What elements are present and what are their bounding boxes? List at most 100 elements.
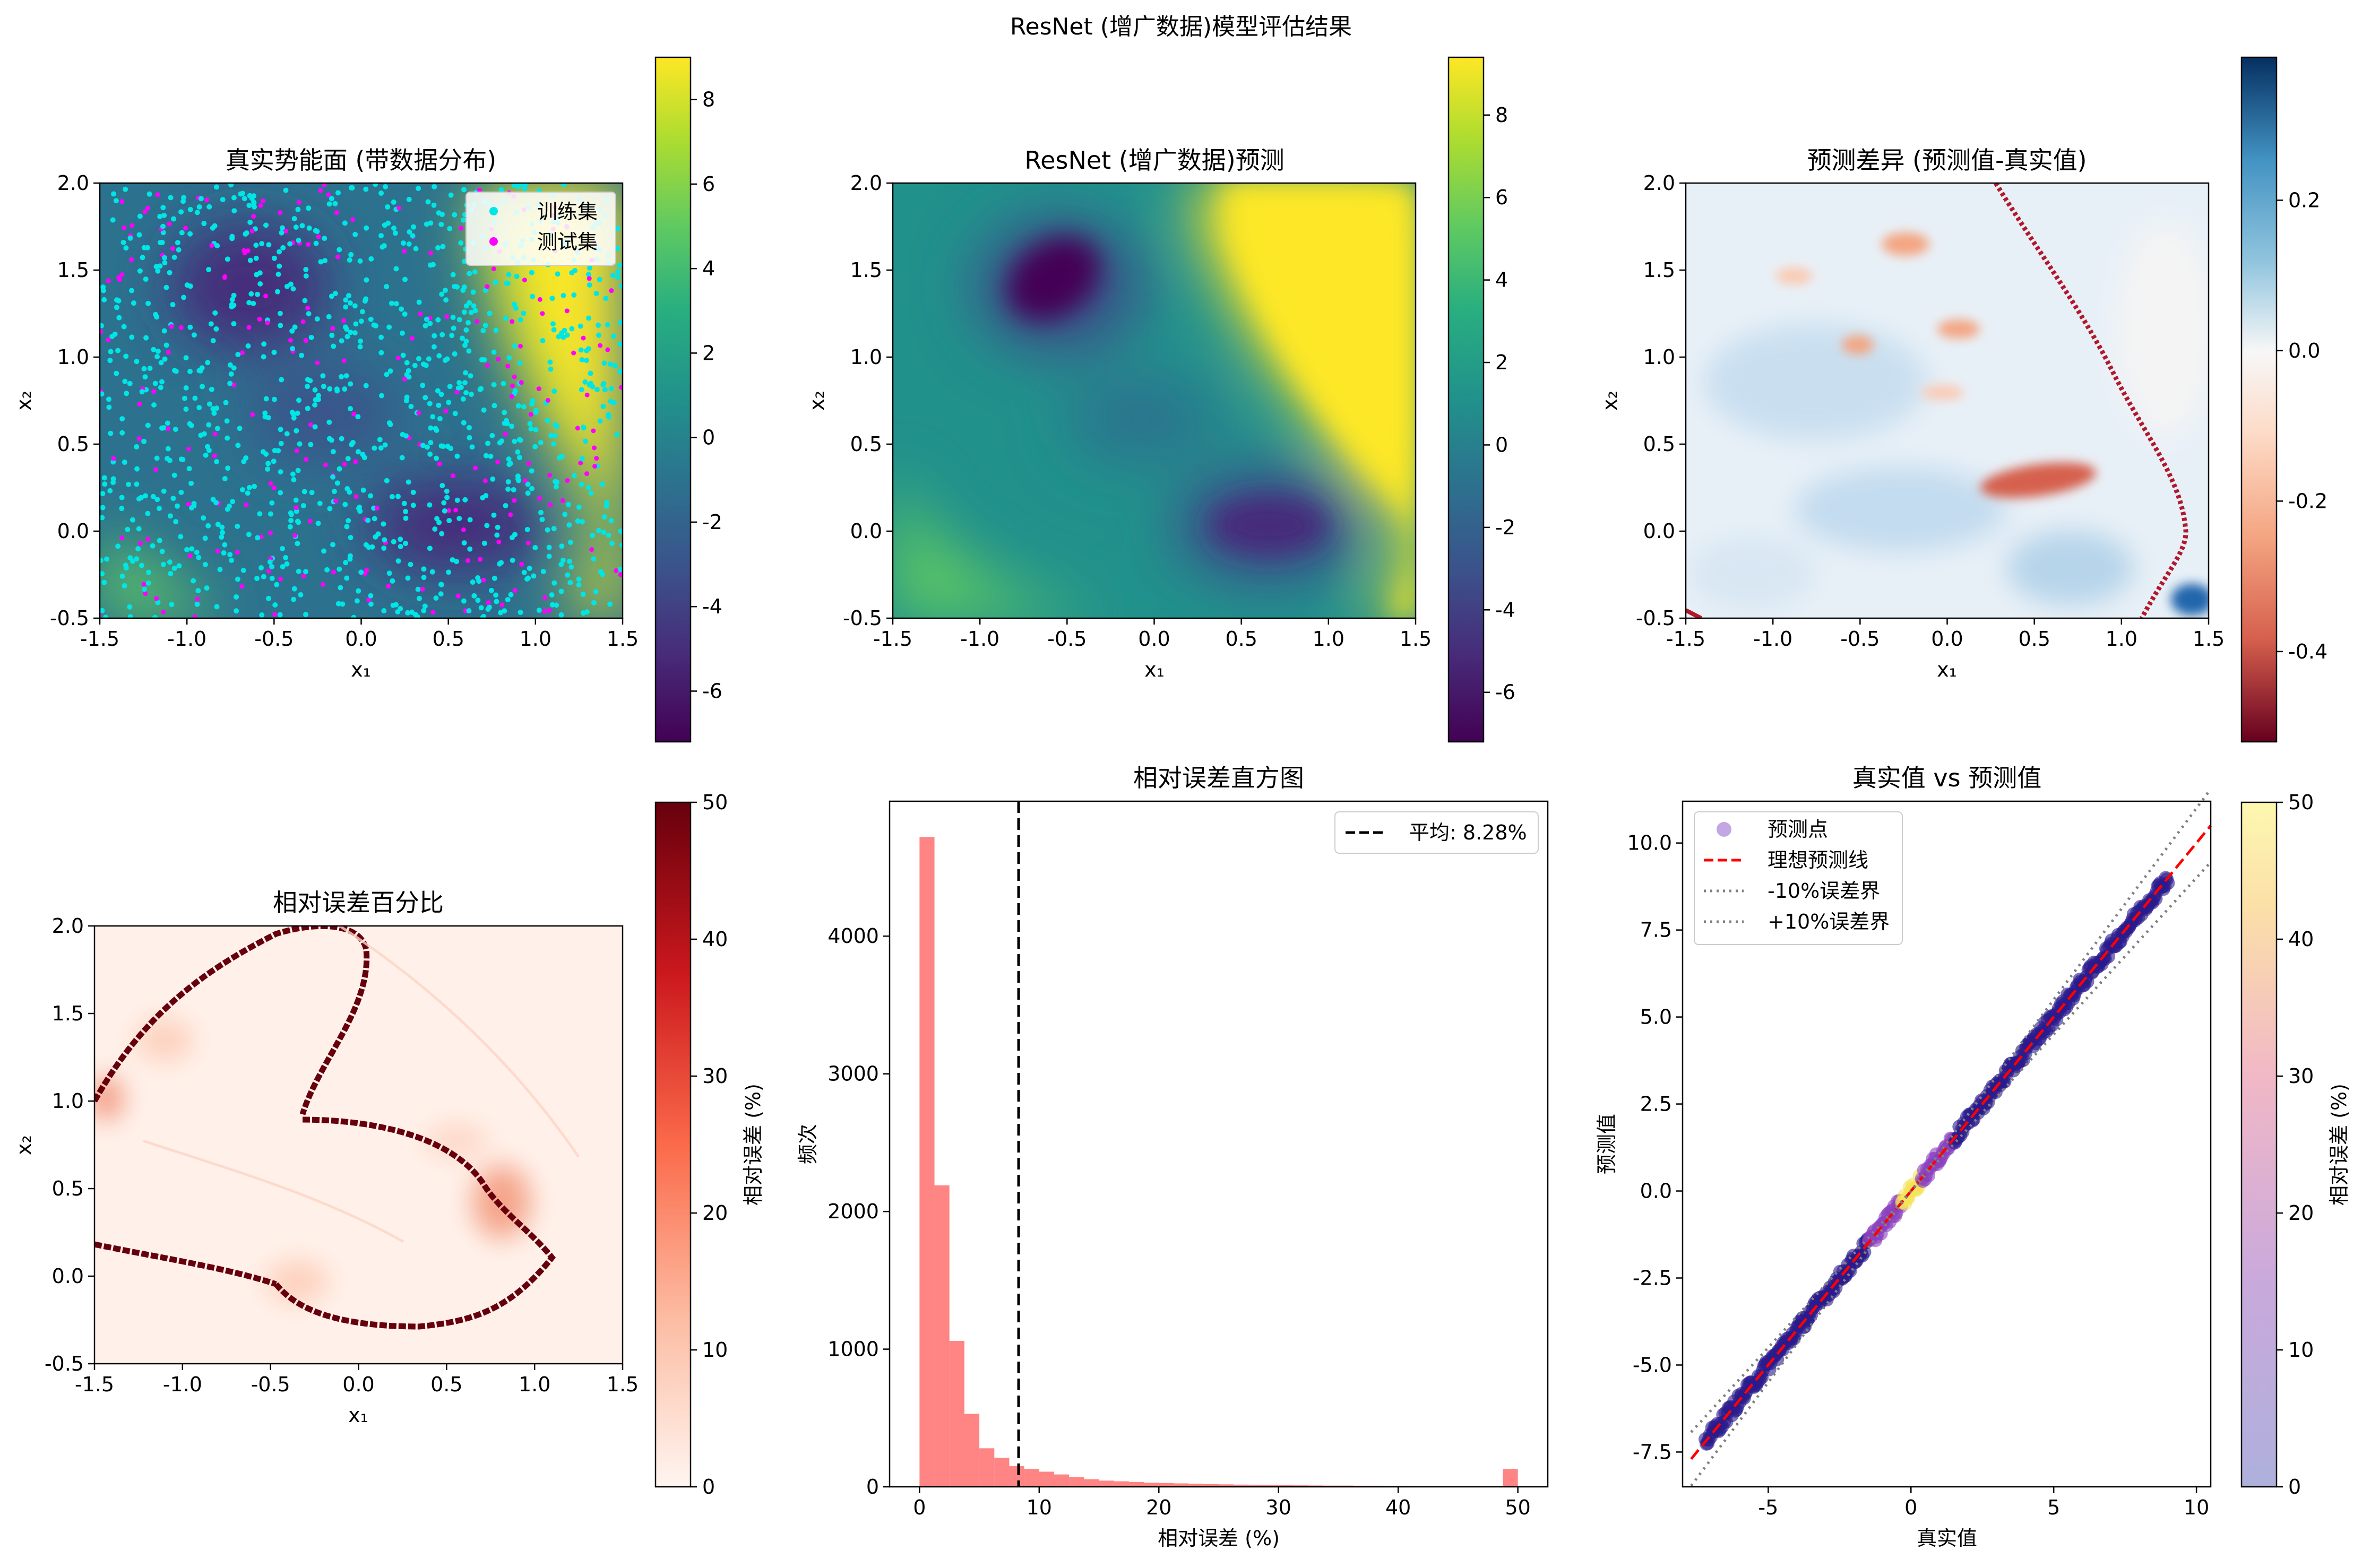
train-point — [470, 289, 476, 295]
train-point — [237, 426, 243, 431]
test-point — [508, 512, 513, 517]
test-point — [475, 319, 480, 324]
x-tick-label: -0.5 — [254, 627, 294, 651]
train-point — [578, 347, 584, 353]
train-point — [436, 402, 442, 408]
train-point — [517, 360, 523, 366]
histogram-bar — [1159, 1483, 1174, 1487]
train-point — [449, 333, 455, 339]
train-point — [533, 408, 539, 413]
train-point — [299, 352, 305, 358]
train-point — [156, 506, 162, 512]
train-point — [413, 246, 419, 252]
test-point — [258, 203, 263, 208]
test-point — [305, 306, 311, 311]
figure-title: ResNet (增广数据)模型评估结果 — [1010, 13, 1352, 40]
train-point — [271, 396, 277, 402]
train-point — [528, 426, 534, 432]
train-point — [290, 471, 296, 477]
test-point — [560, 498, 565, 504]
train-point — [315, 521, 321, 526]
train-point — [274, 582, 280, 587]
train-point — [432, 333, 437, 339]
train-point — [480, 614, 486, 618]
test-point — [428, 250, 433, 256]
train-point — [343, 373, 349, 379]
colorbar-tick-label: 20 — [702, 1201, 728, 1225]
train-point — [594, 387, 600, 393]
train-point — [228, 183, 234, 188]
train-point — [315, 396, 321, 402]
test-point — [154, 596, 159, 601]
train-point — [507, 461, 513, 466]
train-point — [150, 493, 156, 499]
panel-true-vs-pred: 预测点 理想预测线 -10%误差界 +10%误差界 真实值 vs 预测值 真实值… — [1595, 764, 2351, 1550]
train-point — [436, 353, 442, 359]
train-point — [275, 448, 281, 454]
x-axis-label: 相对误差 (%) — [1158, 1527, 1280, 1550]
colorbar-tick-label: 30 — [702, 1064, 728, 1088]
train-point — [334, 388, 340, 394]
train-point — [141, 366, 147, 371]
train-point — [284, 431, 290, 437]
train-point — [127, 614, 133, 618]
train-point — [355, 414, 361, 420]
test-point — [605, 347, 610, 352]
train-point — [466, 608, 472, 614]
train-point — [291, 586, 297, 592]
train-point — [427, 452, 433, 457]
train-point — [387, 368, 393, 374]
train-point — [433, 595, 439, 601]
train-point — [159, 379, 165, 385]
train-point — [538, 509, 544, 515]
train-point — [416, 595, 422, 601]
train-point — [351, 614, 357, 618]
train-point — [280, 245, 286, 250]
y-tick-label: 2.0 — [52, 914, 84, 938]
colorbar-prediction: -6 -4 -2 0 2 4 6 8 — [1447, 56, 1515, 743]
train-point — [111, 191, 117, 197]
x-axis-label: x₁ — [351, 658, 371, 681]
train-point — [430, 262, 436, 267]
train-point — [521, 404, 527, 410]
train-point — [391, 539, 396, 544]
test-point — [459, 226, 464, 231]
y-tick-label: 0.5 — [57, 432, 89, 456]
test-point — [308, 422, 313, 428]
train-point — [400, 352, 406, 358]
panel-true-surface: 训练集 测试集 真实势能面 (带数据分布) x₁ x₂ -1.5 -1.0 -0.5… — [12, 56, 722, 743]
y-axis-label: x₂ — [12, 391, 36, 411]
train-point — [246, 300, 252, 306]
train-point — [348, 535, 354, 541]
train-point — [558, 612, 564, 618]
x-tick-label: 0.5 — [1225, 627, 1257, 651]
train-point — [235, 352, 241, 358]
train-point — [142, 586, 148, 592]
train-point — [550, 321, 556, 327]
train-point — [187, 369, 193, 375]
x-tick-label: 0.5 — [432, 627, 464, 651]
test-point — [195, 596, 200, 602]
train-point — [313, 228, 318, 233]
train-point — [368, 493, 374, 499]
train-point — [289, 410, 295, 415]
train-point — [119, 416, 125, 422]
test-point — [437, 461, 442, 466]
train-point — [134, 359, 140, 365]
train-point — [196, 405, 202, 411]
train-point — [227, 362, 233, 368]
train-point — [352, 330, 358, 336]
train-point — [509, 535, 515, 541]
train-point — [481, 540, 487, 546]
train-point — [178, 209, 184, 215]
x-tick-label: 0 — [1904, 1496, 1917, 1519]
train-point — [260, 449, 266, 455]
train-point — [119, 506, 125, 512]
train-point — [427, 502, 433, 508]
train-point — [183, 355, 189, 361]
train-point — [487, 310, 493, 316]
train-point — [438, 392, 444, 397]
train-point — [438, 443, 444, 449]
test-point — [301, 574, 306, 579]
train-point — [618, 283, 623, 289]
